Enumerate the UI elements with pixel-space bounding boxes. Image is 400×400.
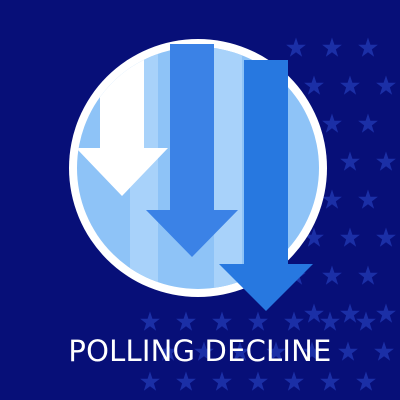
caption-text: POLLING DECLINE [68, 334, 332, 368]
light-stripe [214, 47, 242, 289]
down-arrow-icon [146, 44, 238, 257]
down-arrow-icon [219, 60, 313, 311]
down-arrow-icon [77, 47, 168, 196]
